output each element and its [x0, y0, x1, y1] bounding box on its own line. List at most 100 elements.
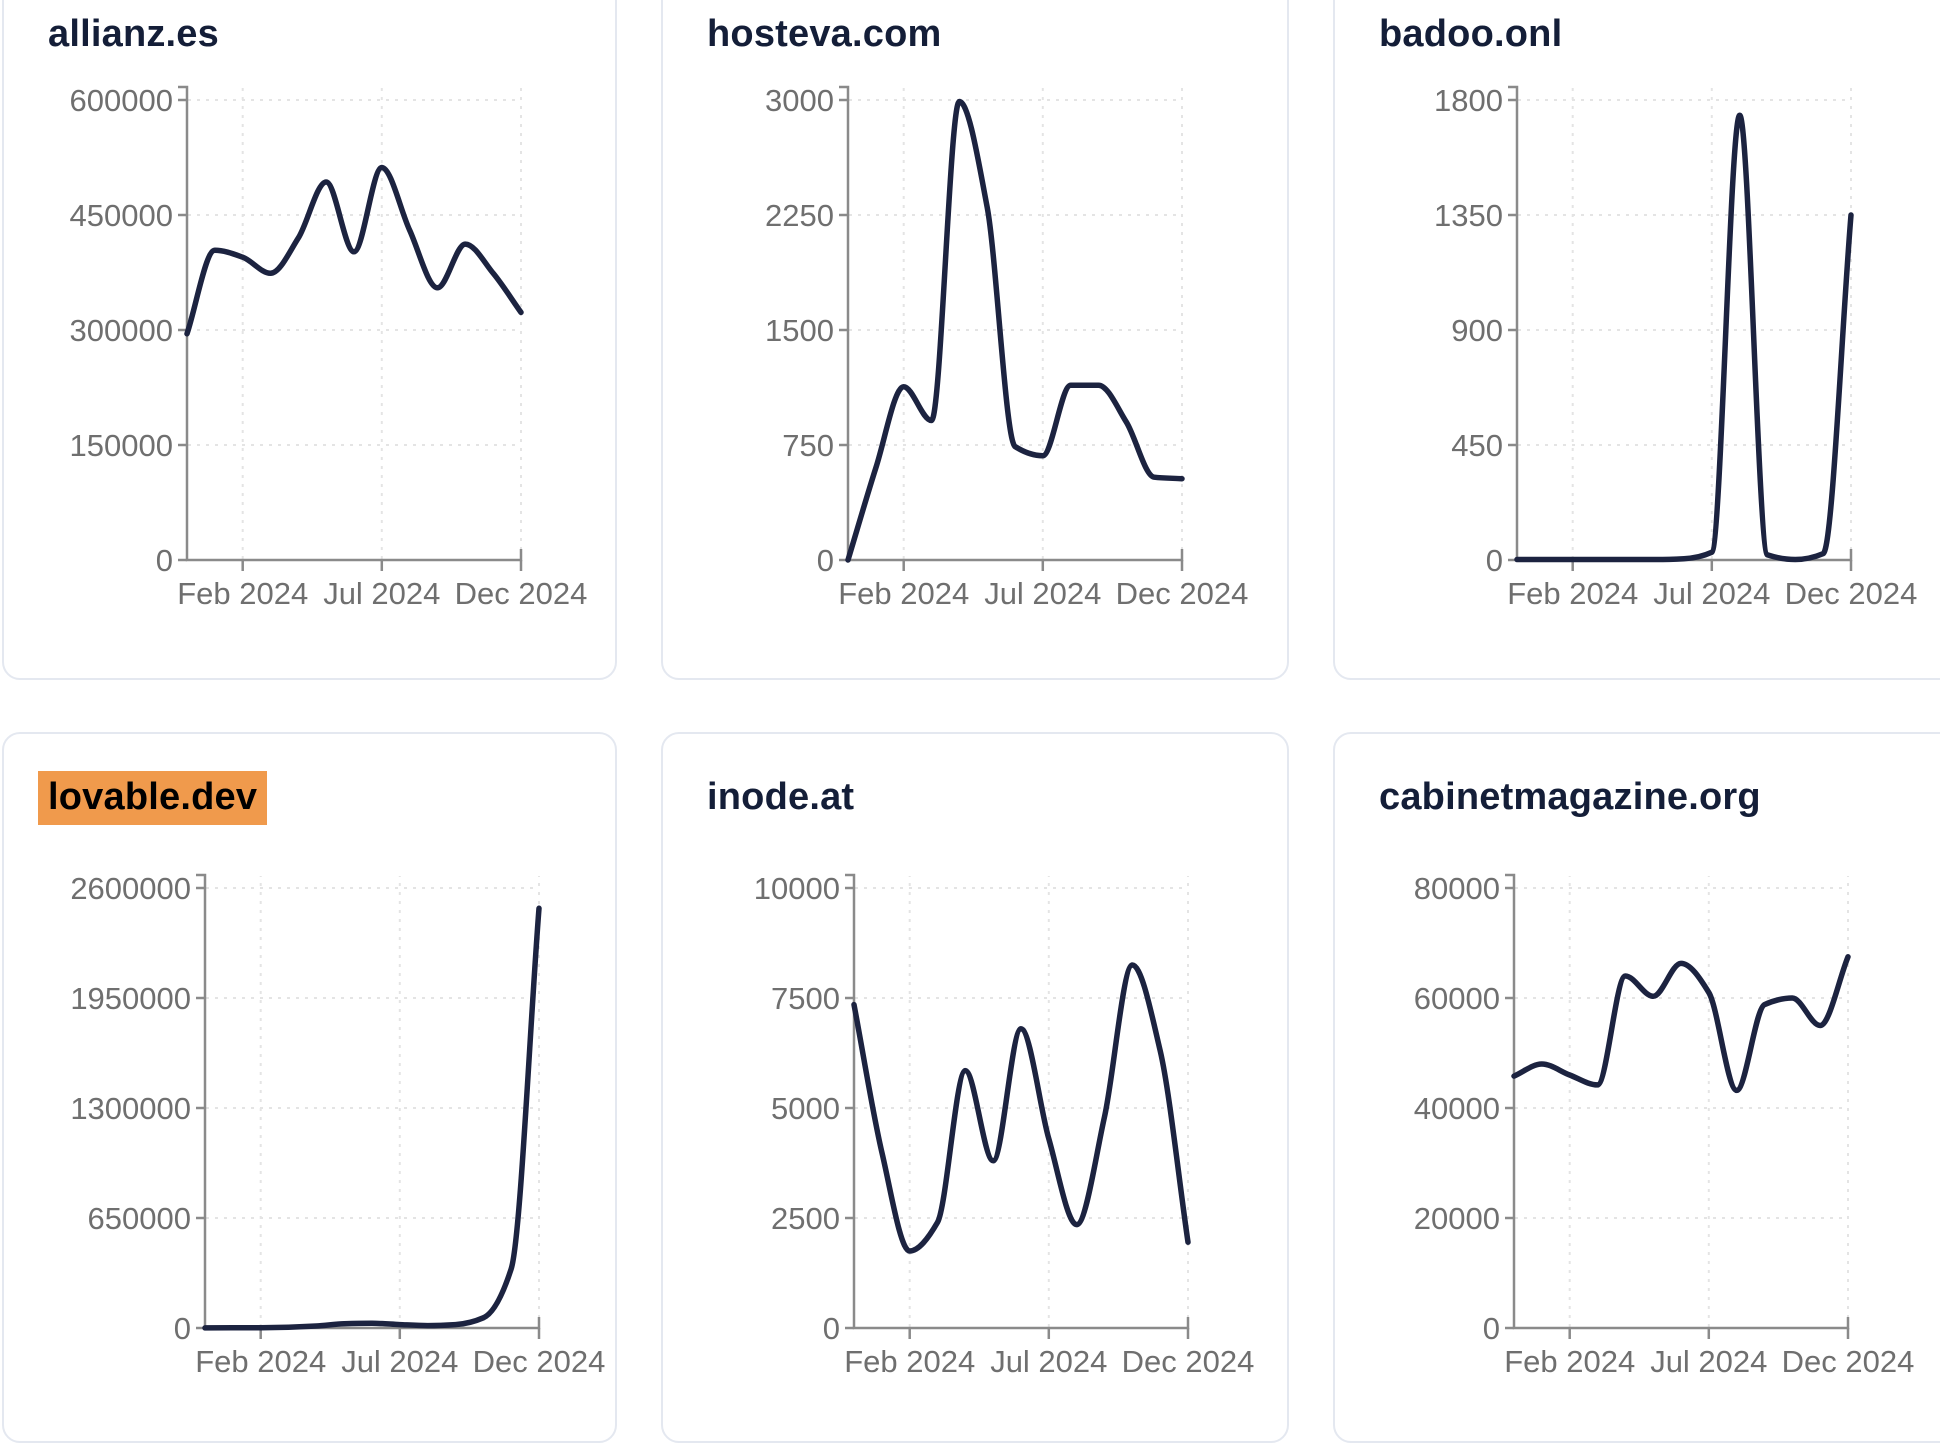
svg-text:2250: 2250	[765, 198, 834, 233]
domain-chart-card: cabinetmagazine.org 0 20000 40000 60000 8000…	[1333, 732, 1940, 1443]
y-axis-labels: 0 2500 5000 7500 10000	[754, 871, 840, 1346]
svg-text:900: 900	[1451, 313, 1503, 348]
chart-line	[1511, 954, 1851, 1094]
svg-text:450: 450	[1451, 428, 1503, 463]
svg-text:0: 0	[823, 1311, 840, 1346]
grid-lines	[206, 876, 540, 1327]
svg-text:Dec 2024: Dec 2024	[473, 1344, 606, 1379]
svg-text:80000: 80000	[1414, 871, 1500, 906]
line-chart: 0 20000 40000 60000 80000 Feb 2024 Jul 2024 Dec…	[1414, 871, 1915, 1379]
svg-text:Jul 2024: Jul 2024	[990, 1344, 1107, 1379]
line-chart: 0 450 900 1350 1800 Feb 2024 Jul 2024 Dec 2024	[1434, 83, 1917, 611]
domain-chart-card: lovable.dev 0 650000 1300000 1950000 2600000…	[2, 732, 617, 1443]
chart-title-row: inode.at	[707, 776, 854, 819]
domain-chart-card: hosteva.com 0 750 1500 2250 3000 Feb 2024 Jul …	[661, 0, 1289, 680]
domain-chart-card: allianz.es 0 150000 300000 450000 600000 Feb …	[2, 0, 617, 680]
svg-text:Feb 2024: Feb 2024	[195, 1344, 326, 1379]
chart-title-row: lovable.dev	[38, 771, 268, 825]
x-axis-labels: Feb 2024 Jul 2024 Dec 2024	[844, 1344, 1254, 1379]
chart-line	[851, 962, 1191, 1254]
svg-text:Dec 2024: Dec 2024	[455, 576, 588, 611]
svg-text:Dec 2024: Dec 2024	[1782, 1344, 1915, 1379]
svg-text:Dec 2024: Dec 2024	[1116, 576, 1249, 611]
svg-text:1950000: 1950000	[70, 981, 191, 1016]
axes	[1505, 873, 1850, 1339]
svg-text:1800: 1800	[1434, 83, 1503, 118]
svg-text:0: 0	[174, 1311, 191, 1346]
svg-text:7500: 7500	[771, 981, 840, 1016]
grid-lines	[849, 88, 1183, 559]
svg-text:1500: 1500	[765, 313, 834, 348]
x-axis-labels: Feb 2024 Jul 2024 Dec 2024	[177, 576, 587, 611]
chart-title: cabinetmagazine.org	[1379, 776, 1761, 818]
svg-text:5000: 5000	[771, 1091, 840, 1126]
chart-line	[1514, 112, 1854, 563]
x-axis-labels: Feb 2024 Jul 2024 Dec 2024	[195, 1344, 605, 1379]
svg-text:450000: 450000	[70, 198, 173, 233]
svg-text:2600000: 2600000	[70, 871, 191, 906]
svg-text:300000: 300000	[70, 313, 173, 348]
chart-title: allianz.es	[48, 13, 219, 55]
svg-text:0: 0	[1486, 543, 1503, 578]
y-axis-labels: 0 20000 40000 60000 80000	[1414, 871, 1500, 1346]
line-chart: 0 650000 1300000 1950000 2600000 Feb 2024 Jul …	[70, 871, 605, 1379]
x-axis-labels: Feb 2024 Jul 2024 Dec 2024	[1507, 576, 1917, 611]
chart-title: lovable.dev	[38, 771, 268, 825]
svg-text:0: 0	[156, 543, 173, 578]
svg-text:Feb 2024: Feb 2024	[838, 576, 969, 611]
chart-title-row: cabinetmagazine.org	[1379, 776, 1761, 819]
svg-text:3000: 3000	[765, 83, 834, 118]
chart-title-row: allianz.es	[48, 13, 219, 56]
svg-text:Dec 2024: Dec 2024	[1785, 576, 1918, 611]
chart-line	[184, 164, 524, 337]
svg-text:40000: 40000	[1414, 1091, 1500, 1126]
chart-title: hosteva.com	[707, 13, 942, 55]
svg-text:60000: 60000	[1414, 981, 1500, 1016]
line-chart: 0 150000 300000 450000 600000 Feb 2024 Jul 202…	[70, 83, 588, 611]
chart-title: badoo.onl	[1379, 13, 1563, 55]
svg-text:0: 0	[1483, 1311, 1500, 1346]
chart-title-row: badoo.onl	[1379, 13, 1562, 56]
svg-text:650000: 650000	[88, 1201, 191, 1236]
x-axis-labels: Feb 2024 Jul 2024 Dec 2024	[1504, 1344, 1914, 1379]
svg-text:1300000: 1300000	[70, 1091, 191, 1126]
grid-lines	[855, 876, 1189, 1327]
chart-line	[845, 98, 1185, 563]
axes	[178, 85, 523, 571]
svg-text:600000: 600000	[70, 83, 173, 118]
svg-text:Jul 2024: Jul 2024	[323, 576, 440, 611]
y-axis-labels: 0 150000 300000 450000 600000	[70, 83, 173, 578]
svg-text:Feb 2024: Feb 2024	[844, 1344, 975, 1379]
svg-text:Dec 2024: Dec 2024	[1122, 1344, 1255, 1379]
svg-text:2500: 2500	[771, 1201, 840, 1236]
y-axis-labels: 0 750 1500 2250 3000	[765, 83, 834, 578]
svg-text:150000: 150000	[70, 428, 173, 463]
grid-lines	[1515, 876, 1849, 1327]
y-axis-labels: 0 450 900 1350 1800	[1434, 83, 1503, 578]
svg-text:1350: 1350	[1434, 198, 1503, 233]
svg-text:Feb 2024: Feb 2024	[177, 576, 308, 611]
chart-title: inode.at	[707, 776, 855, 818]
svg-text:20000: 20000	[1414, 1201, 1500, 1236]
svg-text:Jul 2024: Jul 2024	[984, 576, 1101, 611]
line-chart: 0 750 1500 2250 3000 Feb 2024 Jul 2024 Dec 2024	[765, 83, 1248, 611]
grid-lines	[1518, 88, 1852, 559]
svg-text:0: 0	[817, 543, 834, 578]
chart-title-row: hosteva.com	[707, 13, 942, 56]
svg-text:Feb 2024: Feb 2024	[1504, 1344, 1635, 1379]
svg-text:Feb 2024: Feb 2024	[1507, 576, 1638, 611]
domain-chart-card: badoo.onl 0 450 900 1350 1800 Feb 2024 Jul 202…	[1333, 0, 1940, 680]
axes	[845, 873, 1190, 1339]
svg-text:Jul 2024: Jul 2024	[341, 1344, 458, 1379]
line-chart: 0 2500 5000 7500 10000 Feb 2024 Jul 2024 Dec 20…	[754, 871, 1255, 1379]
svg-text:Jul 2024: Jul 2024	[1650, 1344, 1767, 1379]
x-axis-labels: Feb 2024 Jul 2024 Dec 2024	[838, 576, 1248, 611]
svg-text:Jul 2024: Jul 2024	[1653, 576, 1770, 611]
y-axis-labels: 0 650000 1300000 1950000 2600000	[70, 871, 191, 1346]
grid-lines	[188, 88, 522, 559]
svg-text:750: 750	[782, 428, 834, 463]
domain-chart-card: inode.at 0 2500 5000 7500 10000 Feb 2024 Jul 2…	[661, 732, 1289, 1443]
chart-line	[202, 905, 542, 1331]
svg-text:10000: 10000	[754, 871, 840, 906]
